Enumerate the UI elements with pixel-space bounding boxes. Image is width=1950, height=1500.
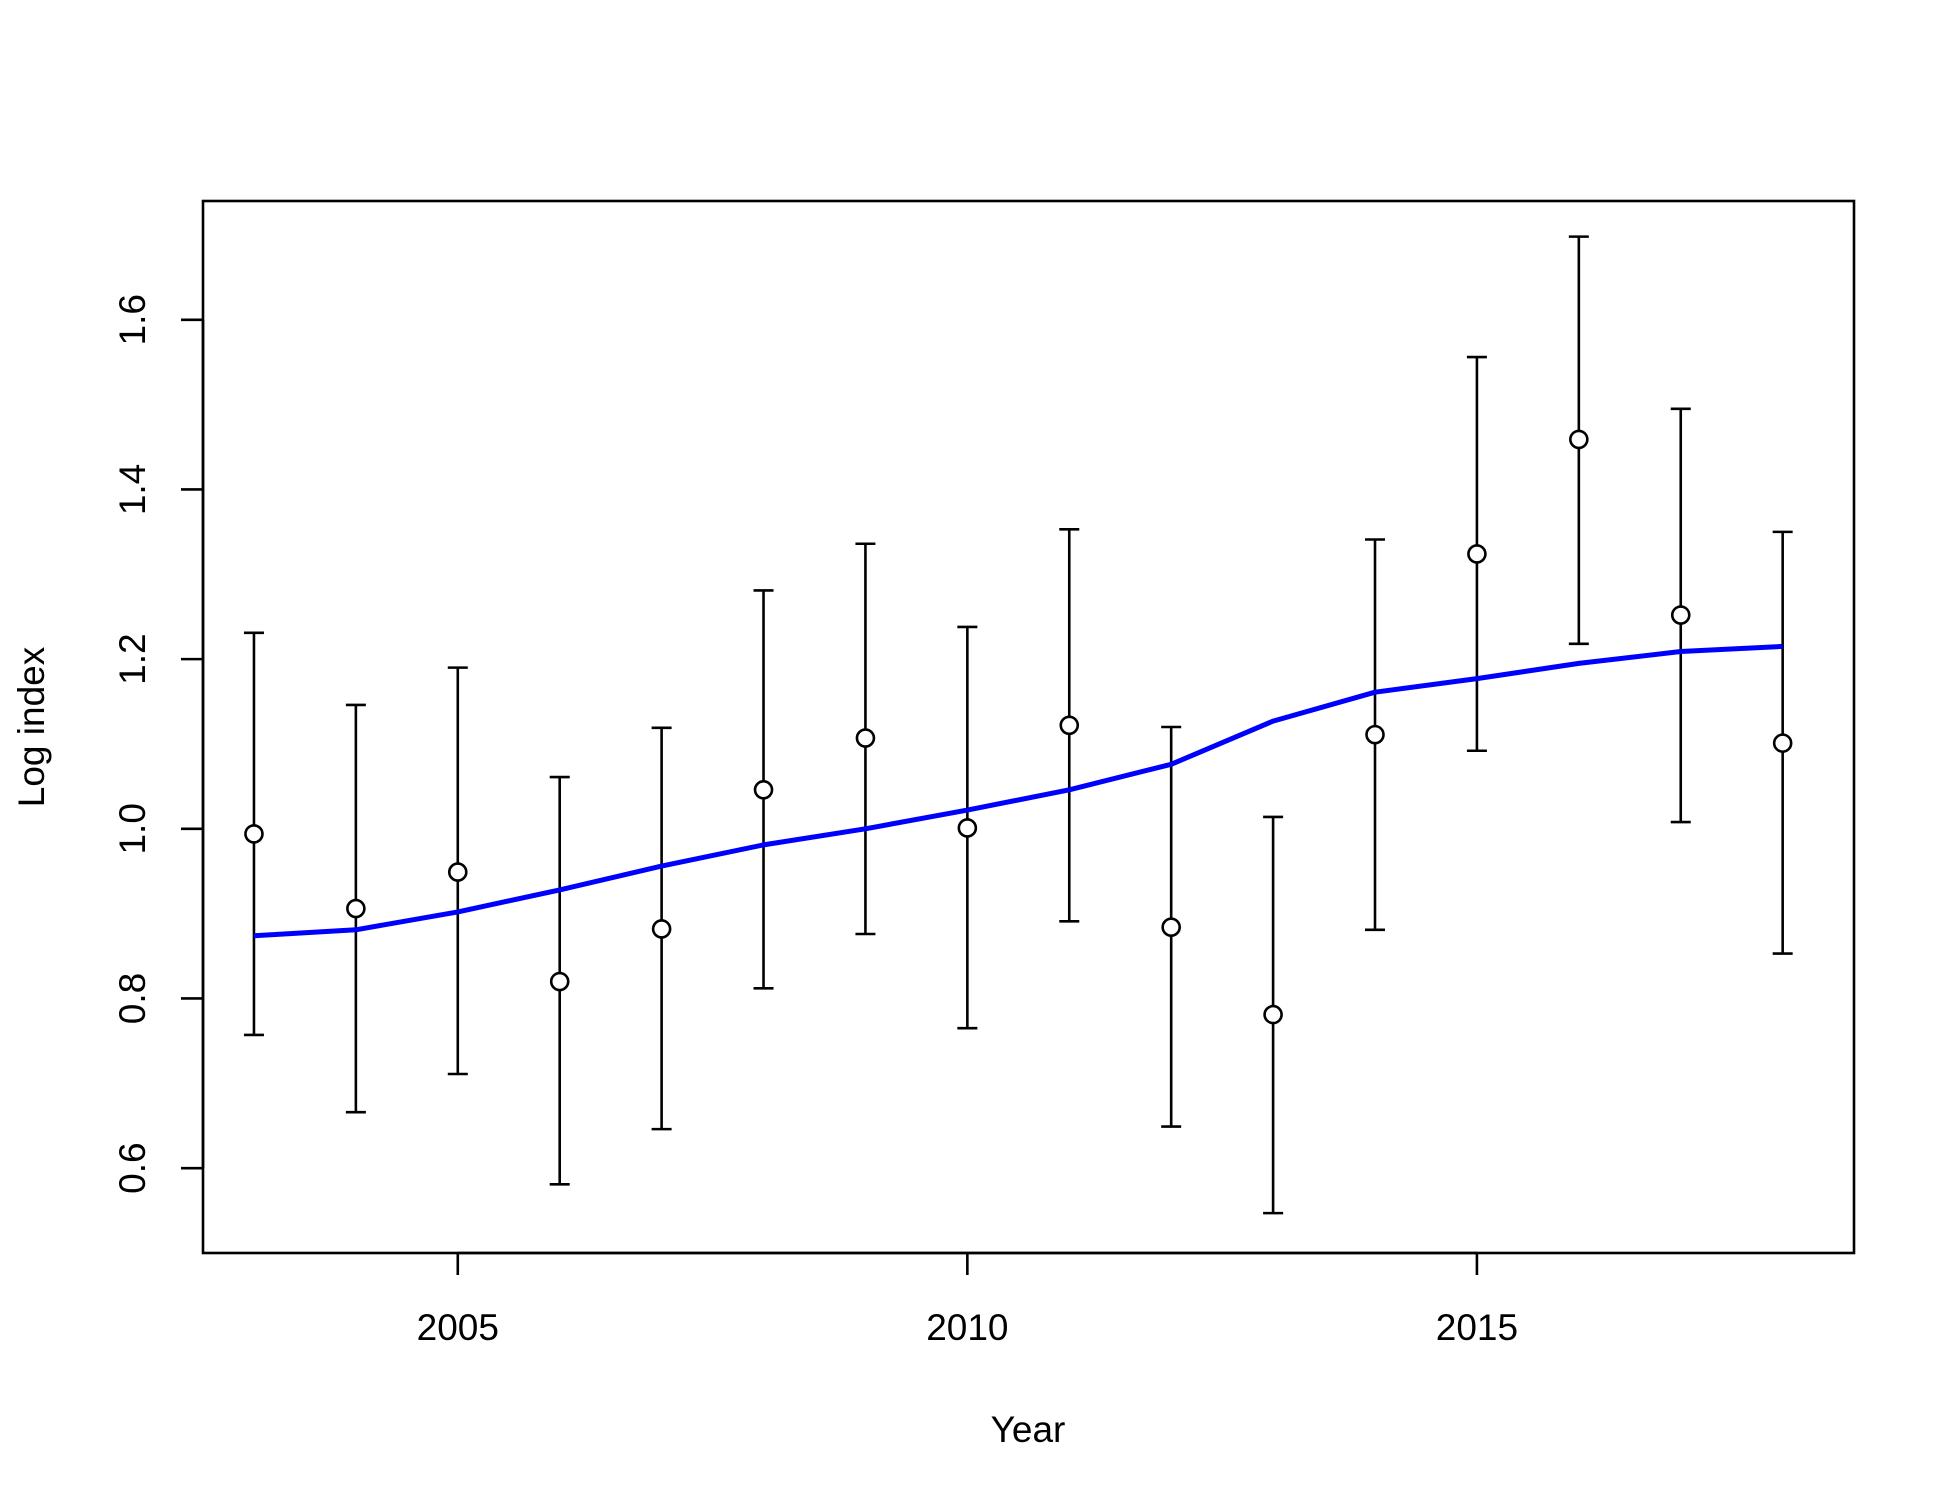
plot-frame: [201, 199, 1856, 1255]
data-point: [346, 898, 366, 919]
x-tick-label: 2015: [1436, 1307, 1518, 1348]
fitted-line: [253, 643, 1783, 939]
error-bars: [243, 235, 1793, 1215]
x-tick-label: 2010: [926, 1307, 1008, 1348]
data-point: [1365, 724, 1385, 745]
data-points: [244, 429, 1793, 1025]
data-point: [1772, 733, 1793, 753]
data-point: [1569, 429, 1589, 450]
fitted-line-group: [253, 643, 1783, 939]
y-tick-label: 0.6: [112, 1142, 153, 1193]
data-point: [855, 728, 876, 748]
data-point: [1161, 917, 1181, 938]
x-tick-label: 2005: [417, 1307, 499, 1348]
y-axis: 0.6 0.8 1.0 1.2 1.4 1.6: [112, 294, 205, 1194]
data-point: [1263, 1004, 1283, 1025]
x-axis: 2005 2010 2015: [417, 1251, 1518, 1348]
data-point: [957, 818, 978, 838]
y-tick-label: 1.0: [112, 803, 153, 854]
data-point: [1670, 605, 1691, 625]
data-point: [1059, 715, 1080, 736]
y-tick-label: 1.4: [112, 464, 153, 515]
y-tick-label: 1.6: [112, 294, 153, 345]
data-point: [447, 862, 468, 882]
data-point: [651, 919, 672, 939]
data-point: [753, 779, 774, 800]
data-point: [549, 971, 570, 992]
y-axis-label: Log index: [11, 646, 52, 807]
y-tick-label: 1.2: [112, 633, 153, 684]
data-point: [244, 824, 264, 844]
data-point: [1467, 544, 1487, 564]
x-axis-label: Year: [991, 1409, 1066, 1450]
y-tick-label: 0.8: [112, 973, 153, 1024]
